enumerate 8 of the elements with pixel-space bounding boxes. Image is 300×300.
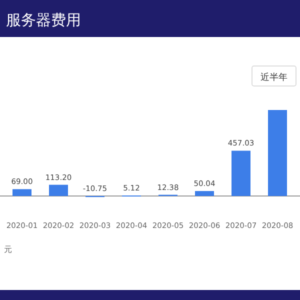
chart-title: 服务器费用: [6, 11, 81, 29]
bar: [195, 191, 214, 196]
bar: [49, 184, 68, 196]
bar: [12, 189, 32, 196]
bar: [268, 110, 287, 196]
text: 元: [4, 245, 12, 254]
text: 近半年: [260, 72, 288, 83]
bar: [232, 150, 250, 196]
